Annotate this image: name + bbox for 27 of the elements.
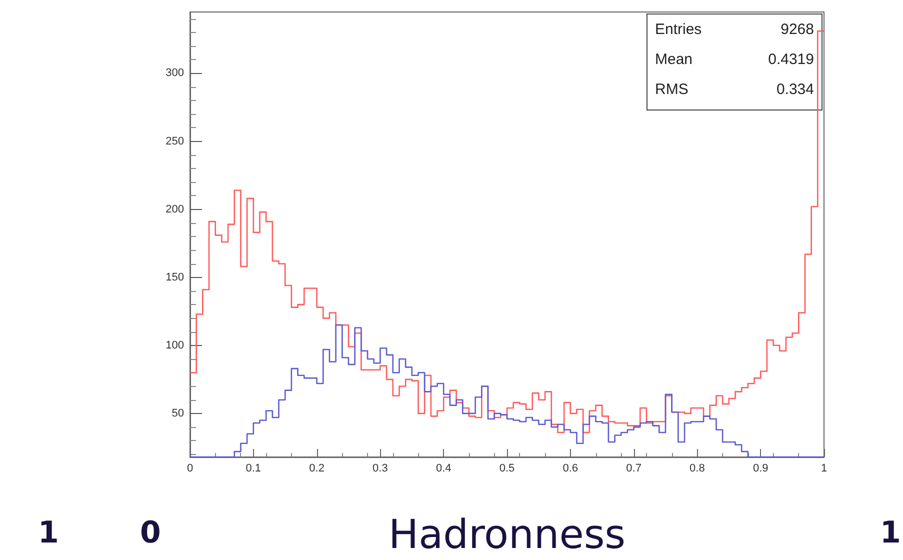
x-axis-title: Hadronness xyxy=(388,512,626,558)
x-tick-label: 0.4 xyxy=(436,462,452,474)
text: 1 xyxy=(880,516,901,550)
y-tick-label: 150 xyxy=(166,271,184,284)
x-tick-label: 0.6 xyxy=(562,462,578,474)
y-tick-label: 100 xyxy=(166,339,184,352)
x-tick-label: 0.8 xyxy=(690,462,705,474)
x-tick-label: 1 xyxy=(820,462,828,474)
x-tick-label: 0.5 xyxy=(499,462,515,474)
x-tick-label: 0.1 xyxy=(246,462,262,474)
annotation: Entries xyxy=(655,21,702,38)
annotation: 0.4319 xyxy=(768,51,814,68)
y-tick-label: 200 xyxy=(166,203,184,216)
x-tick-label: 0.2 xyxy=(309,462,324,474)
x-tick-label: 0.3 xyxy=(372,462,388,474)
y-tick-label: 250 xyxy=(166,135,184,148)
annotation: Mean xyxy=(655,51,693,68)
annotation: RMS xyxy=(655,81,688,98)
x-tick-label: 0 xyxy=(186,462,194,474)
text: 0 xyxy=(140,516,161,550)
x-tick-label: 0.7 xyxy=(626,462,642,474)
text: 1 xyxy=(38,516,59,550)
y-tick-label: 300 xyxy=(166,67,184,80)
annotation: 9268 xyxy=(780,21,814,38)
annotation: 0.334 xyxy=(776,81,814,98)
x-tick-label: 0.9 xyxy=(752,462,768,474)
y-tick-label: 50 xyxy=(172,407,184,420)
